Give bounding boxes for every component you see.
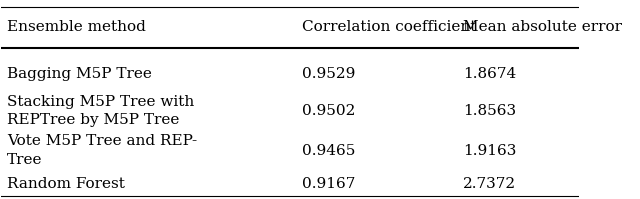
Text: Vote M5P Tree and REP-
Tree: Vote M5P Tree and REP- Tree <box>7 134 197 167</box>
Text: Mean absolute error: Mean absolute error <box>463 20 622 34</box>
Text: 1.8563: 1.8563 <box>463 104 516 118</box>
Text: 2.7372: 2.7372 <box>463 177 516 191</box>
Text: Ensemble method: Ensemble method <box>7 20 146 34</box>
Text: Correlation coefficient: Correlation coefficient <box>301 20 476 34</box>
Text: 1.8674: 1.8674 <box>463 67 516 81</box>
Text: 0.9502: 0.9502 <box>301 104 355 118</box>
Text: 0.9167: 0.9167 <box>301 177 355 191</box>
Text: Stacking M5P Tree with
REPTree by M5P Tree: Stacking M5P Tree with REPTree by M5P Tr… <box>7 95 195 128</box>
Text: Bagging M5P Tree: Bagging M5P Tree <box>7 67 152 81</box>
Text: 0.9465: 0.9465 <box>301 143 355 158</box>
Text: Random Forest: Random Forest <box>7 177 125 191</box>
Text: 0.9529: 0.9529 <box>301 67 355 81</box>
Text: 1.9163: 1.9163 <box>463 143 516 158</box>
